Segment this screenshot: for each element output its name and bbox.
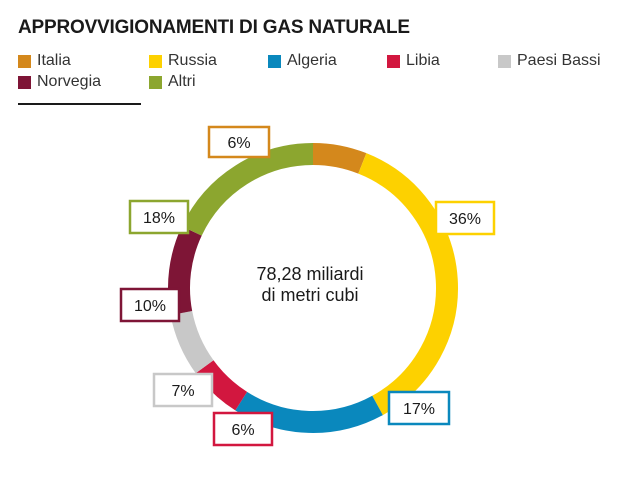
legend-swatch bbox=[149, 75, 162, 89]
legend-label: Norvegia bbox=[37, 73, 102, 90]
legend-item-altri: Altri bbox=[149, 73, 196, 91]
data-label-altri: 18% bbox=[143, 210, 175, 227]
donut-segment-paesi-bassi bbox=[170, 310, 214, 374]
center-label-line-2: di metri cubi bbox=[261, 285, 359, 305]
legend-item-libia: Libia bbox=[387, 52, 440, 70]
legend-item-norvegia: Norvegia bbox=[18, 73, 101, 91]
donut-segment-norvegia bbox=[168, 226, 202, 316]
legend-label: Russia bbox=[168, 52, 217, 69]
center-label-line-1: 78,28 miliardi bbox=[256, 264, 364, 284]
legend-swatch bbox=[18, 54, 31, 68]
donut-segment-italia bbox=[312, 143, 367, 174]
legend: Italia Russia Algeria Libia Paesi Bassi … bbox=[18, 52, 628, 92]
data-label-box-paesi-bassi bbox=[152, 372, 214, 408]
legend-item-italia: Italia bbox=[18, 52, 71, 70]
data-label-norvegia: 10% bbox=[134, 298, 166, 315]
chart-title: APPROVVIGIONAMENTI DI GAS NATURALE bbox=[18, 17, 410, 38]
center-label: 78,28 miliardi di metri cubi bbox=[210, 264, 410, 306]
legend-label: Altri bbox=[168, 73, 196, 90]
legend-item-paesi-bassi: Paesi Bassi bbox=[498, 52, 601, 70]
data-label-box-norvegia bbox=[119, 287, 181, 323]
legend-label: Italia bbox=[37, 52, 71, 69]
data-label-box-altri bbox=[128, 199, 190, 235]
legend-swatch bbox=[498, 54, 511, 68]
data-label-libia: 6% bbox=[231, 422, 254, 439]
legend-swatch bbox=[18, 75, 31, 89]
data-label-box-italia bbox=[207, 125, 271, 159]
donut-segment-libia bbox=[195, 360, 248, 411]
data-label-russia: 36% bbox=[449, 211, 481, 228]
data-label-algeria: 17% bbox=[403, 401, 435, 418]
legend-swatch bbox=[149, 54, 162, 68]
donut-segment-altri bbox=[181, 143, 314, 236]
data-label-italia: 6% bbox=[227, 135, 250, 152]
legend-swatch bbox=[387, 54, 400, 68]
legend-item-algeria: Algeria bbox=[268, 52, 337, 70]
data-label-box-algeria bbox=[387, 390, 451, 426]
legend-item-russia: Russia bbox=[149, 52, 217, 70]
title-underline bbox=[18, 103, 141, 105]
donut-segment-algeria bbox=[235, 391, 383, 433]
donut-segment-russia bbox=[358, 153, 458, 416]
data-label-box-russia bbox=[434, 200, 496, 236]
legend-label: Paesi Bassi bbox=[517, 52, 601, 69]
legend-swatch bbox=[268, 54, 281, 68]
legend-label: Libia bbox=[406, 52, 440, 69]
legend-label: Algeria bbox=[287, 52, 337, 69]
data-label-box-libia bbox=[212, 411, 274, 447]
data-label-paesi-bassi: 7% bbox=[171, 383, 194, 400]
